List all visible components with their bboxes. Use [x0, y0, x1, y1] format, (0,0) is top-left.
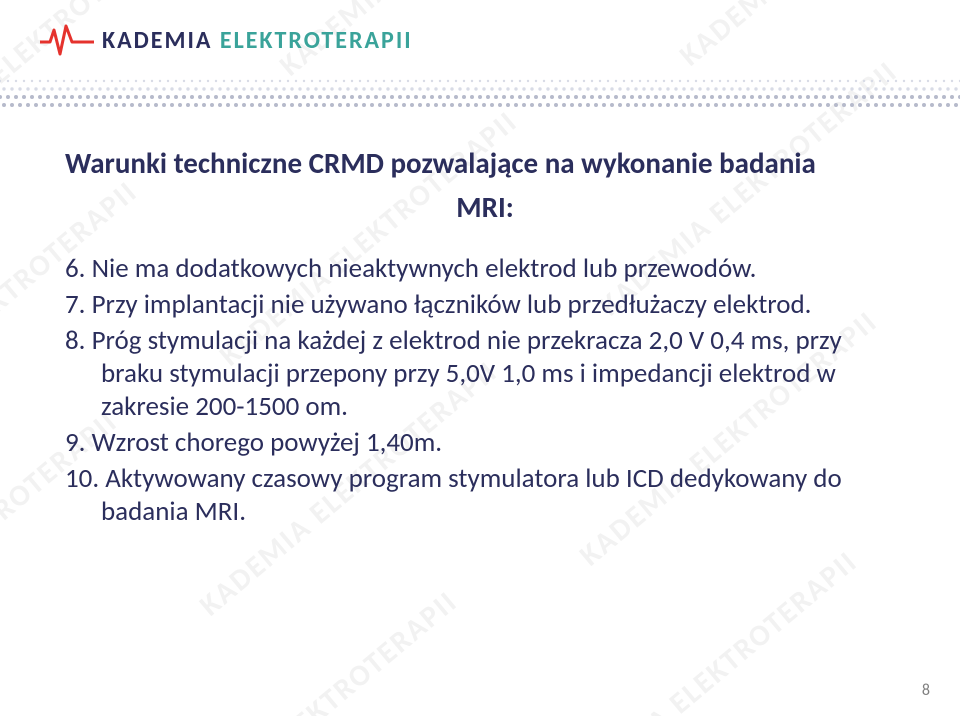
list-item: 6. Nie ma dodatkowych nieaktywnych elekt… — [65, 253, 905, 286]
watermark-text: KADEMIA ELEKTROTERAPII — [672, 0, 960, 74]
slide-title-line1: Warunki techniczne CRMD pozwalające na w… — [65, 145, 905, 181]
watermark-text: KADEMIA ELEKTROTERAPII — [152, 583, 465, 716]
list-container: 6. Nie ma dodatkowych nieaktywnych elekt… — [65, 253, 905, 529]
list-item: 7. Przy implantacji nie używano łącznikó… — [65, 289, 905, 322]
pulse-icon — [40, 20, 94, 60]
list-item: 8. Próg stymulacji na każdej z elektrod … — [65, 325, 905, 424]
slide-title-line2: MRI: — [65, 189, 905, 225]
brand-text: KADEMIA ELEKTROTERAPII — [102, 26, 413, 55]
watermark-text: KADEMIA ELEKTROTERAPII — [552, 543, 865, 716]
list-item: 9. Wzrost chorego powyżej 1,40m. — [65, 427, 905, 460]
list-item: 10. Aktywowany czasowy program stymulato… — [65, 463, 905, 529]
dot-pattern — [0, 75, 960, 111]
page-number: 8 — [922, 681, 930, 700]
slide-content: Warunki techniczne CRMD pozwalające na w… — [65, 145, 905, 532]
brand-logo: KADEMIA ELEKTROTERAPII — [40, 20, 413, 60]
